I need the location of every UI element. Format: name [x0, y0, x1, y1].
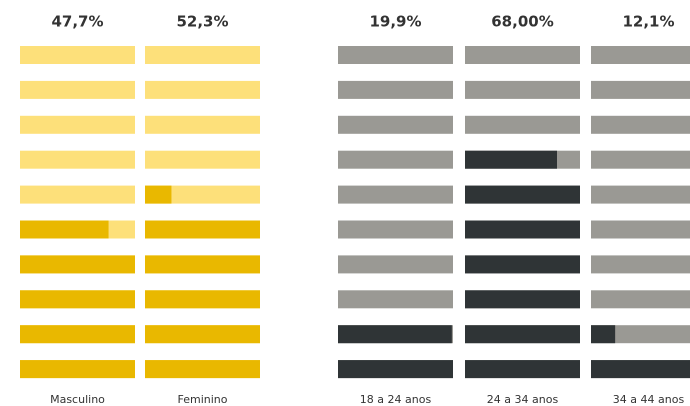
value-label: 12,1%	[622, 13, 674, 31]
track-bar	[145, 115, 260, 134]
fill-bar	[20, 290, 135, 309]
track-bar	[20, 150, 135, 169]
track-bar	[20, 115, 135, 134]
fill-bar	[465, 150, 557, 169]
fill-bar	[145, 360, 260, 379]
track-bar	[338, 150, 453, 169]
category-label: Masculino	[50, 393, 105, 406]
value-label: 19,9%	[369, 13, 421, 31]
fill-bar	[465, 360, 580, 379]
track-bar	[591, 46, 690, 64]
track-bar	[20, 80, 135, 99]
track-bar	[591, 185, 690, 204]
track-bar	[145, 150, 260, 169]
track-bar	[145, 46, 260, 64]
fill-bar	[145, 185, 172, 204]
track-bar	[591, 325, 690, 344]
track-bar	[591, 115, 690, 134]
track-bar	[591, 80, 690, 99]
track-bar	[338, 46, 453, 64]
fill-bar	[465, 220, 580, 239]
fill-bar	[591, 325, 616, 344]
fill-bar	[145, 220, 260, 239]
track-bar	[20, 185, 135, 204]
fill-bar	[20, 220, 109, 239]
fill-bar	[338, 360, 453, 379]
fill-bar	[465, 290, 580, 309]
fill-bar	[465, 255, 580, 274]
track-bar	[465, 46, 580, 64]
fill-bar	[338, 325, 452, 344]
track-bar	[465, 80, 580, 99]
value-label: 52,3%	[176, 13, 228, 31]
track-bar	[591, 220, 690, 239]
fill-bar	[465, 325, 580, 344]
fill-bar	[145, 255, 260, 274]
fill-bar	[20, 255, 135, 274]
track-bar	[591, 255, 690, 274]
category-label: 34 a 44 anos	[613, 393, 685, 406]
fill-bar	[20, 325, 135, 344]
track-bar	[145, 80, 260, 99]
track-bar	[338, 255, 453, 274]
value-label: 68,00%	[491, 13, 553, 31]
track-bar	[338, 185, 453, 204]
fill-bar	[145, 325, 260, 344]
track-bar	[20, 46, 135, 64]
track-bar	[338, 220, 453, 239]
category-label: 24 a 34 anos	[487, 393, 559, 406]
track-bar	[338, 80, 453, 99]
track-bar	[591, 290, 690, 309]
category-label: 18 a 24 anos	[360, 393, 432, 406]
value-label: 47,7%	[51, 13, 103, 31]
fill-bar	[20, 360, 135, 379]
track-bar	[465, 115, 580, 134]
fill-bar	[465, 185, 580, 204]
track-bar	[338, 115, 453, 134]
fill-bar	[145, 290, 260, 309]
track-bar	[591, 150, 690, 169]
track-bar	[145, 185, 260, 204]
track-bar	[338, 290, 453, 309]
category-label: Feminino	[178, 393, 228, 406]
fill-bar	[591, 360, 690, 379]
